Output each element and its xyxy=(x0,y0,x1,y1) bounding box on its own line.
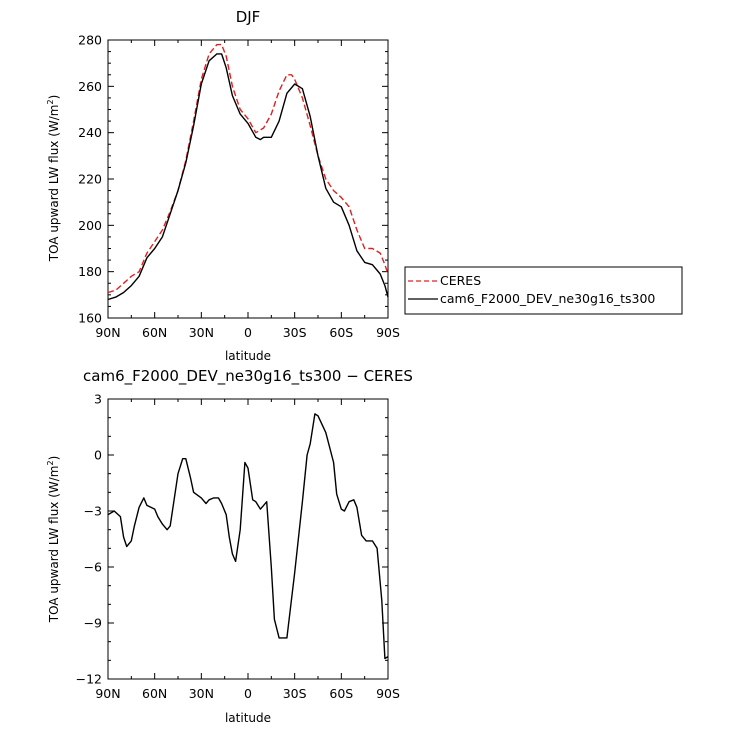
bottom-y-axis-label-main: TOA upward LW flux (W/m xyxy=(47,466,61,624)
bottom-x-tick-label: 60S xyxy=(329,686,353,701)
top-x-tick-label: 90N xyxy=(95,325,120,340)
top-x-tick-label: 30N xyxy=(189,325,214,340)
top-x-tick-label: 30S xyxy=(283,325,307,340)
top-y-axis-label: TOA upward LW flux (W/m2) xyxy=(46,95,61,263)
bottom-y-axis-label-sup: 2 xyxy=(46,460,55,465)
bottom-y-tick-label: −3 xyxy=(84,504,102,519)
bottom-series-line-0 xyxy=(107,413,389,660)
top-panel: DJF 90N 60N 30N 0 30S 60S 90S 160 180 200 220 240 26… xyxy=(46,8,683,363)
top-plot-area: 90N 60N 30N 0 30S 60S 90S 160 180 200 220 240 260 280 xyxy=(78,33,400,341)
bottom-x-tick-label: 90N xyxy=(95,686,120,701)
top-y-tick-label: 160 xyxy=(78,311,102,326)
top-y-tick-label: 240 xyxy=(78,125,102,140)
top-x-tick-label: 90S xyxy=(376,325,400,340)
bottom-y-tick-label: −9 xyxy=(84,616,102,631)
top-x-tick-label: 60N xyxy=(142,325,167,340)
top-y-axis-label-main: TOA upward LW flux (W/m xyxy=(47,105,61,263)
bottom-panel: cam6_F2000_DEV_ne30g16_ts300 − CERES 90N… xyxy=(46,367,413,725)
bottom-x-tick-label: 60N xyxy=(142,686,167,701)
top-x-tick-label: 60S xyxy=(329,325,353,340)
bottom-x-tick-label: 30S xyxy=(283,686,307,701)
bottom-y-axis-label: TOA upward LW flux (W/m2) xyxy=(46,456,61,624)
top-series-line-1 xyxy=(107,53,389,301)
bottom-panel-title: cam6_F2000_DEV_ne30g16_ts300 − CERES xyxy=(83,367,413,386)
bottom-x-tick-label: 90S xyxy=(376,686,400,701)
bottom-x-tick-label: 0 xyxy=(244,686,252,701)
legend-label-model: cam6_F2000_DEV_ne30g16_ts300 xyxy=(440,291,655,306)
top-x-tick-label: 0 xyxy=(244,325,252,340)
bottom-x-axis-label: latitude xyxy=(225,711,271,725)
top-y-tick-label: 220 xyxy=(78,172,102,187)
top-panel-title: DJF xyxy=(236,8,261,26)
legend-box xyxy=(404,266,683,315)
top-x-axis-label: latitude xyxy=(225,349,271,363)
bottom-plot-area: 90N 60N 30N 0 30S 60S 90S −12 −9 −6 −3 0 3 xyxy=(76,392,400,702)
top-y-axis-label-tail: ) xyxy=(47,95,61,100)
top-series-line-0 xyxy=(107,43,389,294)
bottom-plot-frame xyxy=(107,398,389,680)
bottom-y-tick-label: 0 xyxy=(94,448,102,463)
legend: CERES cam6_F2000_DEV_ne30g16_ts300 xyxy=(404,266,683,315)
top-y-axis-label-sup: 2 xyxy=(46,99,55,104)
top-y-tick-label: 280 xyxy=(78,33,102,48)
top-y-tick-label: 200 xyxy=(78,218,102,233)
bottom-y-axis-label-tail: ) xyxy=(47,456,61,461)
bottom-y-tick-label: −6 xyxy=(84,560,102,575)
legend-label-ceres: CERES xyxy=(440,273,481,288)
top-y-tick-label: 260 xyxy=(78,79,102,94)
bottom-y-tick-label: 3 xyxy=(94,392,102,407)
top-plot-frame xyxy=(107,39,389,319)
bottom-y-tick-label: −12 xyxy=(76,672,102,687)
top-y-tick-label: 180 xyxy=(78,264,102,279)
bottom-x-tick-label: 30N xyxy=(189,686,214,701)
